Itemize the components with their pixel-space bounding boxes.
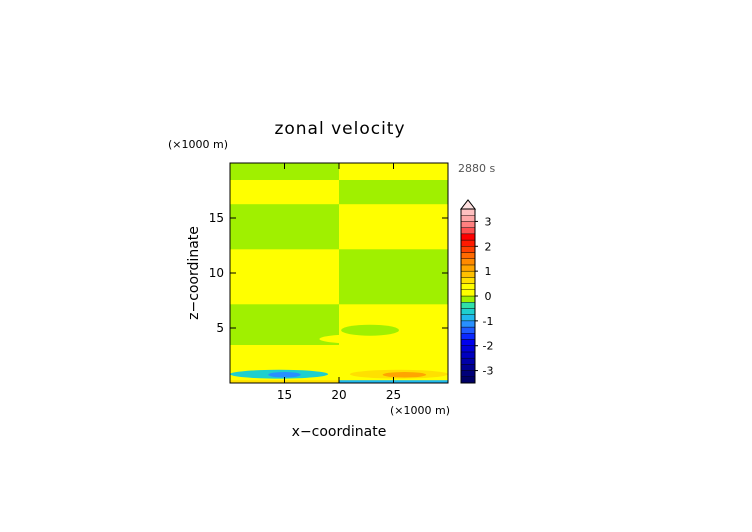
colorbar-tick-label: -3 [483,365,494,378]
colorbar-swatch [460,314,476,322]
colorbar: -3 -2 -1 0 1 2 3 [459,199,494,384]
colorbar-swatch [460,270,476,278]
colorbar-swatch [460,295,476,303]
colorbar-tick-label: 0 [485,290,492,303]
x-tick-label: 15 [277,388,292,402]
axes-layer: 15 20 25 5 10 15 [209,163,448,402]
y-tick-label: 10 [209,266,224,280]
colorbar-extend-arrow [459,199,477,210]
field-feature [382,372,427,378]
time-label: 2880 s [458,162,495,175]
colorbar-swatch [460,289,476,297]
colorbar-swatch [460,376,476,384]
colorbar-swatch [460,320,476,328]
field-feature [341,324,399,336]
colorbar-swatch [460,308,476,315]
field-cell [230,179,340,205]
y-axis-label: z−coordinate [186,226,202,320]
x-tick-label: 25 [386,388,401,402]
colorbar-swatch [460,277,476,284]
field-cell [339,248,448,305]
field-cell [230,203,340,250]
field-cell [339,163,448,180]
field-cell [230,248,340,305]
colorbar-swatch [460,233,476,241]
colorbar-swatch [460,258,476,266]
colorbar-swatch [460,264,476,272]
field-feature [319,334,386,344]
field-cell [339,344,448,367]
field-cell [230,163,340,180]
y-tick-label: 5 [216,321,224,335]
colorbar-tick-label: 1 [485,265,492,278]
field-cell [339,179,448,205]
colorbar-swatch [460,246,476,253]
field-cell [230,344,340,367]
field-cell [339,203,448,250]
colorbar-swatch [460,283,476,290]
colorbar-swatch [460,339,476,346]
colorbar-swatch [460,370,476,377]
field-layer [230,163,448,383]
colorbar-tick-label: -2 [483,340,494,353]
colorbar-swatch [460,357,476,365]
colorbar-swatch [460,221,476,228]
colorbar-swatch [460,252,476,259]
colorbar-swatch [460,227,476,235]
x-tick-label: 20 [331,388,346,402]
colorbar-swatch [460,239,476,247]
colorbar-swatch [460,208,476,216]
colorbar-swatch [460,326,476,334]
colorbar-tick-label: 2 [485,240,492,253]
y-tick-label: 15 [209,211,224,225]
colorbar-swatch [460,302,476,309]
colorbar-tick-label: 3 [485,215,492,228]
colorbar-swatch [460,333,476,340]
x-unit-label: (×1000 m) [390,404,450,417]
field-feature [268,372,301,378]
colorbar-swatch [460,345,476,353]
x-axis-label: x−coordinate [292,424,387,440]
colorbar-swatch [460,364,476,371]
colorbar-tick-label: -1 [483,315,494,328]
colorbar-swatch [460,351,476,359]
y-unit-label: (×1000 m) [168,138,228,151]
chart-title: zonal velocity [274,119,405,139]
colorbar-swatch [460,215,476,222]
